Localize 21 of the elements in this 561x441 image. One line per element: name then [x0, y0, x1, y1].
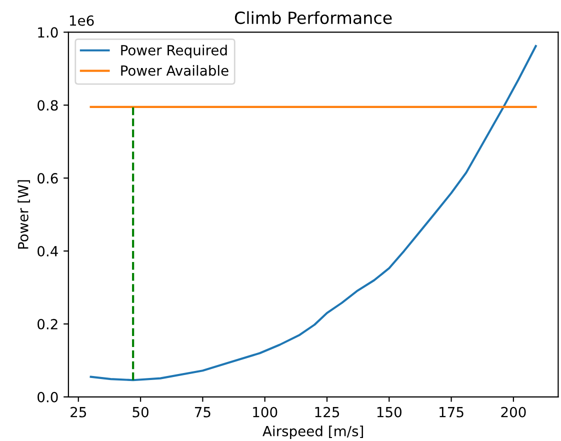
y-tick-label: 0.2 — [38, 318, 58, 330]
x-tick-label: 100 — [253, 406, 278, 418]
legend-label: Power Available — [121, 65, 228, 76]
y-tick-label: 0.4 — [38, 246, 58, 256]
legend-label: Power Required — [121, 44, 227, 58]
x-tick-label: 25 — [70, 406, 86, 418]
y-tick-label: 0.8 — [38, 100, 58, 111]
x-tick-label: 175 — [440, 407, 464, 418]
line-series — [90, 45, 537, 382]
y-tick-label: 1.0 — [38, 27, 58, 38]
y-tick-label: 0.6 — [38, 173, 58, 184]
y-tick-label: 0.0 — [38, 392, 58, 402]
x-tick-label: 150 — [377, 406, 402, 418]
x-axis-title: Airspeed [m/s] — [262, 426, 363, 440]
chart-title: Climb Performance — [234, 11, 392, 24]
x-tick-label: 50 — [132, 406, 148, 418]
x-tick-label: 75 — [194, 407, 210, 418]
y-axis-title: Power [W] — [18, 180, 30, 249]
x-tick-label: 125 — [315, 406, 340, 418]
x-tick-label: 200 — [501, 406, 526, 418]
text: 1e6 — [70, 15, 94, 26]
